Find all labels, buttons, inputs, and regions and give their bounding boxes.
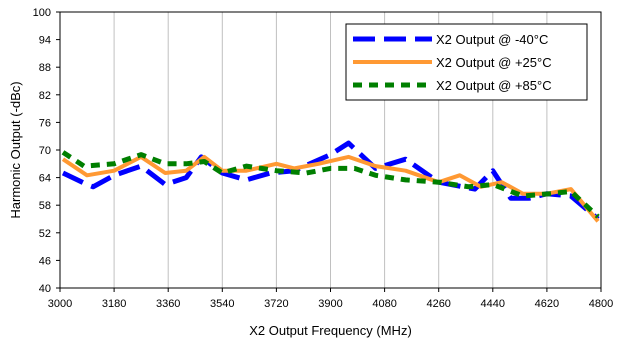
- x-tick-label: 3000: [48, 298, 72, 310]
- y-tick-label: 88: [39, 62, 51, 74]
- x-tick-label: 3360: [156, 298, 180, 310]
- y-tick-label: 94: [39, 35, 51, 47]
- y-tick-label: 82: [39, 90, 51, 102]
- y-tick-label: 52: [39, 228, 51, 240]
- x-tick-label: 3720: [264, 298, 288, 310]
- x-tick-label: 4080: [372, 298, 396, 310]
- x-tick-label: 3180: [102, 298, 126, 310]
- legend-label-2: X2 Output @ +85°C: [436, 78, 552, 93]
- y-tick-label: 100: [33, 7, 51, 19]
- y-tick-label: 76: [39, 117, 51, 129]
- x-tick-label: 4440: [481, 298, 505, 310]
- y-tick-label: 58: [39, 200, 51, 212]
- y-tick-label: 46: [39, 255, 51, 267]
- x-axis: 3000 3180 3360 3540 3720 3900 4080 4260 4440 4620…: [48, 288, 613, 310]
- legend: X2 Output @ -40°C X2 Output @ +25°C X2 Out…: [345, 23, 588, 101]
- series-line-0: [61, 140, 600, 221]
- x-tick-label: 3900: [318, 298, 342, 310]
- legend-label-1: X2 Output @ +25°C: [436, 55, 552, 70]
- series-lines: [61, 140, 600, 223]
- y-axis-title: Harmonic Output (-dBc): [8, 81, 23, 218]
- x-tick-label: 4800: [589, 298, 613, 310]
- series-line-2: [61, 150, 600, 219]
- y-tick-label: 64: [39, 173, 51, 185]
- y-tick-label: 70: [39, 145, 51, 157]
- series-line-1: [61, 154, 600, 223]
- x-tick-label: 4620: [535, 298, 559, 310]
- y-axis: 40 46 52 58 64 70 76 82 88 94 100: [33, 7, 60, 295]
- x-tick-label: 4260: [426, 298, 450, 310]
- y-tick-label: 40: [39, 283, 51, 295]
- legend-label-0: X2 Output @ -40°C: [436, 32, 548, 47]
- x-axis-title: X2 Output Frequency (MHz): [249, 323, 412, 338]
- x-tick-label: 3540: [210, 298, 234, 310]
